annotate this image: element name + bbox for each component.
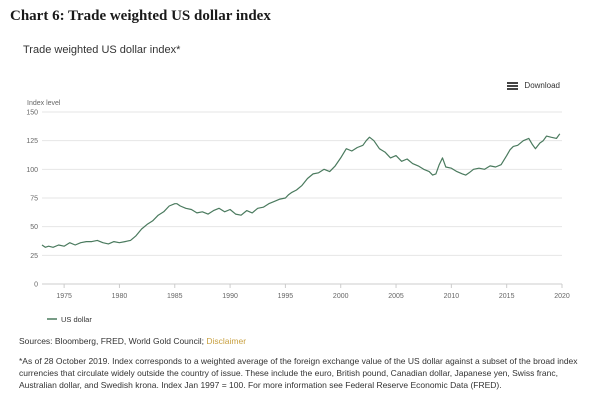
y-tick-label: 150 — [26, 110, 38, 117]
y-tick-label: 125 — [26, 138, 38, 145]
x-tick-label: 2010 — [444, 293, 460, 300]
x-tick-label: 2000 — [333, 293, 349, 300]
download-label: Download — [524, 81, 560, 90]
y-tick-label: 75 — [30, 196, 38, 203]
legend-label-us-dollar: US dollar — [61, 315, 92, 324]
x-tick-label: 2005 — [388, 293, 404, 300]
series-line-us-dollar — [41, 133, 561, 248]
x-tick-label: 1975 — [56, 293, 72, 300]
legend[interactable]: US dollar — [47, 315, 92, 324]
x-tick-label: 1995 — [278, 293, 294, 300]
sources-line: Sources: Bloomberg, FRED, World Gold Cou… — [19, 336, 246, 346]
hamburger-menu-icon — [507, 81, 519, 90]
y-tick-label: 100 — [26, 167, 38, 174]
x-tick-label: 2020 — [554, 293, 570, 300]
download-button[interactable]: Download — [507, 81, 560, 90]
y-axis-title: Index level — [27, 100, 61, 107]
x-axis-ticks: 1975 1980 1985 1990 1995 2000 2005 2010 2015 2020 — [56, 284, 570, 300]
sources-text: Sources: Bloomberg, FRED, World Gold Cou… — [19, 336, 207, 346]
disclaimer-link[interactable]: Disclaimer — [206, 336, 247, 346]
y-axis-ticks: 0 25 50 75 100 125 150 — [26, 110, 38, 289]
series-layer — [41, 133, 561, 248]
line-chart: Index level 0 25 50 75 100 125 150 1975 1980 198… — [26, 100, 570, 324]
gridlines — [42, 111, 562, 285]
x-tick-label: 1985 — [167, 293, 183, 300]
footnote: *As of 28 October 2019. Index correspond… — [19, 356, 578, 390]
y-tick-label: 50 — [30, 224, 38, 231]
y-tick-label: 25 — [30, 253, 38, 260]
x-tick-label: 1990 — [222, 293, 238, 300]
x-tick-label: 2015 — [499, 293, 515, 300]
chart-title: Trade weighted US dollar index* — [23, 44, 181, 56]
x-tick-label: 1980 — [112, 293, 128, 300]
y-tick-label: 0 — [34, 282, 38, 289]
page-title: Chart 6: Trade weighted US dollar index — [10, 8, 271, 24]
